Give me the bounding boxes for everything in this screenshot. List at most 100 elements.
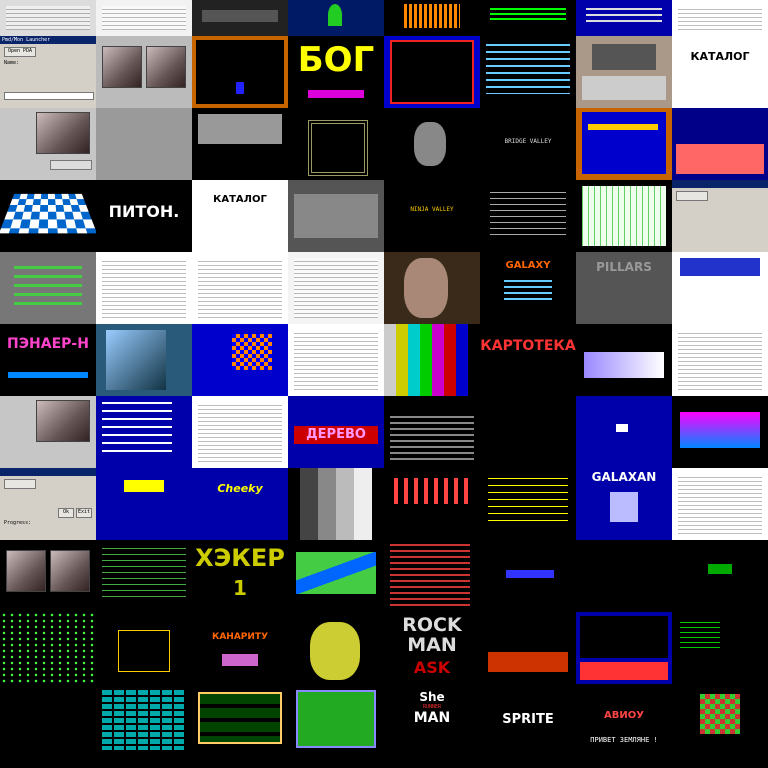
privet-text: ПРИВЕТ ЗЕМЛЯНЕ ! — [590, 736, 658, 744]
tile-computer-photo-1[interactable] — [576, 36, 672, 108]
tile-doc-list[interactable] — [96, 252, 192, 324]
tile-portrait-bw[interactable] — [384, 108, 480, 180]
tile-dark-3[interactable] — [0, 684, 96, 756]
tile-portrait-dialog-1[interactable] — [0, 108, 96, 180]
tile-invaders[interactable] — [384, 468, 480, 540]
runner-title: RUNNER — [422, 704, 442, 710]
tile-corridor[interactable] — [384, 396, 480, 468]
tile-r0c1[interactable] — [96, 0, 192, 36]
tile-blue-dialog[interactable] — [672, 252, 768, 324]
tile-purple-logo[interactable] — [576, 324, 672, 396]
tile-portrait-dialog-2[interactable] — [0, 396, 96, 468]
tile-grey-bars[interactable] — [288, 468, 384, 540]
tile-green-text[interactable] — [672, 612, 768, 684]
tile-green-rows[interactable] — [0, 252, 96, 324]
tile-target[interactable] — [384, 36, 480, 108]
exit-button[interactable]: Exit — [76, 508, 92, 518]
tile-r0c6[interactable] — [576, 0, 672, 36]
rock-title: ROCK — [402, 614, 462, 636]
tile-r0c5[interactable] — [480, 0, 576, 36]
tile-blue-menu-2[interactable] — [96, 468, 192, 540]
tile-circuit[interactable] — [672, 324, 768, 396]
tile-red-floor[interactable] — [576, 612, 672, 684]
tile-green-level[interactable] — [288, 684, 384, 756]
tile-ninja-valley[interactable]: NINJA VALLEY — [384, 180, 480, 252]
tile-portraits-2[interactable] — [0, 540, 96, 612]
tile-green-small[interactable] — [672, 540, 768, 612]
tile-launcher-1[interactable]: Pmd/Mon Launcher Open PDA Name: — [0, 36, 96, 108]
tile-grid-game[interactable] — [576, 180, 672, 252]
tile-platform-blue[interactable] — [576, 108, 672, 180]
tile-schematic-2[interactable] — [192, 396, 288, 468]
tile-maze[interactable] — [288, 108, 384, 180]
tile-katalog-2[interactable]: КАТАЛОГ — [192, 180, 288, 252]
tile-river[interactable] — [288, 540, 384, 612]
tile-penaer[interactable]: ПЭНАЕР-Н — [0, 324, 96, 396]
kanarity-title: КАНАРИТУ — [211, 632, 269, 642]
tile-article[interactable] — [288, 252, 384, 324]
tile-r0c4[interactable] — [384, 0, 480, 36]
tile-aviou[interactable]: АВИОУ ПРИВЕТ ЗЕМЛЯНЕ ! — [576, 684, 672, 756]
tile-text-screen-1[interactable] — [480, 36, 576, 108]
tile-breakout[interactable] — [96, 684, 192, 756]
tile-platform-stars[interactable] — [480, 612, 576, 684]
tile-platform-red[interactable] — [672, 108, 768, 180]
tile-dark-text[interactable] — [96, 540, 192, 612]
tile-doc-3[interactable] — [672, 468, 768, 540]
tile-pillars[interactable]: PILLARS — [576, 252, 672, 324]
tile-launcher-3[interactable]: Ok Exit Progress: — [0, 468, 96, 540]
tile-green-dots[interactable] — [0, 612, 96, 684]
tile-checkers[interactable] — [192, 324, 288, 396]
tile-pattern[interactable] — [672, 684, 768, 756]
tile-schematic[interactable] — [192, 252, 288, 324]
tile-r0c2[interactable] — [192, 0, 288, 36]
tile-kanarity[interactable]: КАНАРИТУ — [192, 612, 288, 684]
tile-red-text[interactable] — [384, 540, 480, 612]
tile-sprite[interactable]: SPRITE — [480, 684, 576, 756]
hacker-number: 1 — [233, 576, 247, 600]
tile-yellow-face[interactable] — [288, 612, 384, 684]
tile-cheeky[interactable]: Cheeky — [192, 468, 288, 540]
tile-color-bars[interactable] — [384, 324, 480, 396]
tile-katalog-1[interactable]: КАТАЛОГ — [672, 36, 768, 108]
tile-menu-blue[interactable] — [96, 396, 192, 468]
tile-blue-sprites[interactable] — [480, 540, 576, 612]
tile-galaxan[interactable]: GALAXAN — [576, 468, 672, 540]
tile-space-game[interactable] — [192, 36, 288, 108]
tile-outline[interactable] — [96, 612, 192, 684]
tile-text-screen-2[interactable] — [480, 180, 576, 252]
tile-space-blue[interactable] — [576, 396, 672, 468]
tile-magenta-logo[interactable] — [672, 396, 768, 468]
tile-bog[interactable]: БОГ — [288, 36, 384, 108]
tile-grey[interactable] — [96, 108, 192, 180]
man-title: MAN — [407, 634, 457, 656]
open-button[interactable]: Open PDA — [4, 47, 36, 57]
tile-title-bw[interactable] — [192, 108, 288, 180]
tile-piton[interactable]: ПИТОН. — [96, 180, 192, 252]
tile-photo-man[interactable] — [384, 252, 480, 324]
tile-runner-man[interactable]: She RUNNER MAN — [384, 684, 480, 756]
tile-computer-photo-2[interactable] — [288, 180, 384, 252]
tile-kartoteka[interactable]: КАРТОТЕКА — [480, 324, 576, 396]
tile-text-yellow[interactable] — [480, 468, 576, 540]
tile-ladder-game[interactable] — [192, 684, 288, 756]
tile-launcher-2[interactable] — [672, 180, 768, 252]
tile-dark-1[interactable] — [480, 396, 576, 468]
tile-r0c3[interactable] — [288, 0, 384, 36]
tile-dark-2[interactable] — [576, 540, 672, 612]
progress-bar — [4, 92, 94, 100]
tile-rockman[interactable]: ROCK MAN ASK — [384, 612, 480, 684]
tile-portraits-1[interactable] — [96, 36, 192, 108]
galaxan-title: GALAXAN — [591, 470, 657, 484]
tile-chess[interactable] — [0, 180, 96, 252]
ok-button[interactable]: Ok — [58, 508, 74, 518]
tile-galaxy[interactable]: GALAXY — [480, 252, 576, 324]
tile-text-page[interactable] — [288, 324, 384, 396]
tile-derevo[interactable]: ДЕРЕВО — [288, 396, 384, 468]
tile-r0c0[interactable] — [0, 0, 96, 36]
tile-photo-diver[interactable] — [96, 324, 192, 396]
man-title-2: MAN — [413, 710, 451, 726]
tile-hacker[interactable]: ХЭКЕР 1 — [192, 540, 288, 612]
tile-bridge-valley[interactable]: BRIDGE VALLEY — [480, 108, 576, 180]
tile-r0c7[interactable] — [672, 0, 768, 36]
